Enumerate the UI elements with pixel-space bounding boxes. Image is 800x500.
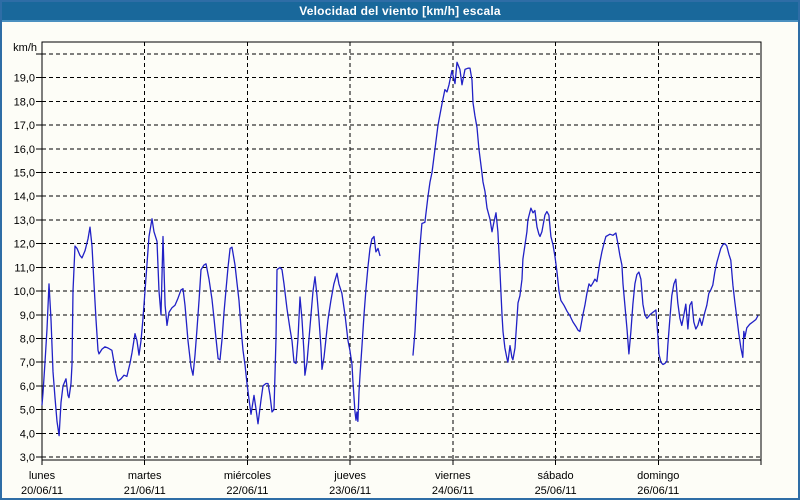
y-tick-label: 10,0 bbox=[14, 286, 35, 298]
y-tick-label: 19,0 bbox=[14, 73, 35, 85]
x-day-date: 26/06/11 bbox=[637, 485, 679, 497]
x-day-name: martes bbox=[128, 470, 162, 482]
y-tick-label: 13,0 bbox=[14, 215, 35, 227]
y-tick-label: 4,0 bbox=[20, 428, 35, 440]
y-tick-label: 5,0 bbox=[20, 405, 35, 417]
wind-speed-chart-canvas: 19,0 18,0 17,0 16,0 15,0 14,0 13,0 12,0 11,0 10,0… bbox=[13, 41, 762, 497]
x-day-name: viernes bbox=[435, 470, 471, 482]
title-bar: Velocidad del viento [km/h] escala bbox=[2, 2, 798, 22]
y-tick-label: 9,0 bbox=[20, 310, 35, 322]
wind-speed-line bbox=[41, 218, 381, 437]
x-day-date: 23/06/11 bbox=[329, 485, 371, 497]
y-tick-label: 11,0 bbox=[14, 262, 35, 274]
wind-speed-chart: 19,0 18,0 17,0 16,0 15,0 14,0 13,0 12,0 11,0 10,0… bbox=[2, 22, 798, 498]
x-day-name: lunes bbox=[29, 470, 56, 482]
x-day-name: miércoles bbox=[224, 470, 272, 482]
wind-speed-line bbox=[412, 61, 759, 366]
x-day-date: 20/06/11 bbox=[21, 485, 63, 497]
y-tick-label: 15,0 bbox=[14, 168, 35, 180]
y-tick-label: 3,0 bbox=[20, 452, 35, 464]
x-day-name: jueves bbox=[333, 470, 366, 482]
x-day-date: 25/06/11 bbox=[535, 485, 577, 497]
x-axis-labels: lunes 20/06/11 martes 21/06/11 miércoles 22/0… bbox=[21, 470, 679, 497]
y-axis-labels: 19,0 18,0 17,0 16,0 15,0 14,0 13,0 12,0 11,0 10,0… bbox=[13, 42, 37, 464]
y-tick-label: 8,0 bbox=[20, 333, 35, 345]
x-day-date: 21/06/11 bbox=[124, 485, 166, 497]
x-day-date: 22/06/11 bbox=[226, 485, 268, 497]
y-tick-label: 6,0 bbox=[20, 381, 35, 393]
y-tick-label: 16,0 bbox=[14, 144, 35, 156]
y-tick-label: 7,0 bbox=[20, 357, 35, 369]
y-tick-label: 18,0 bbox=[14, 96, 35, 108]
x-day-date: 24/06/11 bbox=[432, 485, 474, 497]
gridlines bbox=[36, 42, 761, 460]
chart-title: Velocidad del viento [km/h] escala bbox=[299, 4, 501, 18]
x-axis-ticks bbox=[41, 460, 762, 465]
y-axis-unit-label: km/h bbox=[13, 42, 37, 54]
plot-border bbox=[41, 41, 762, 461]
y-tick-label: 14,0 bbox=[14, 191, 35, 203]
y-tick-label: 12,0 bbox=[14, 239, 35, 251]
y-tick-label: 17,0 bbox=[14, 120, 35, 132]
x-day-name: domingo bbox=[637, 470, 679, 482]
x-day-name: sábado bbox=[538, 470, 574, 482]
